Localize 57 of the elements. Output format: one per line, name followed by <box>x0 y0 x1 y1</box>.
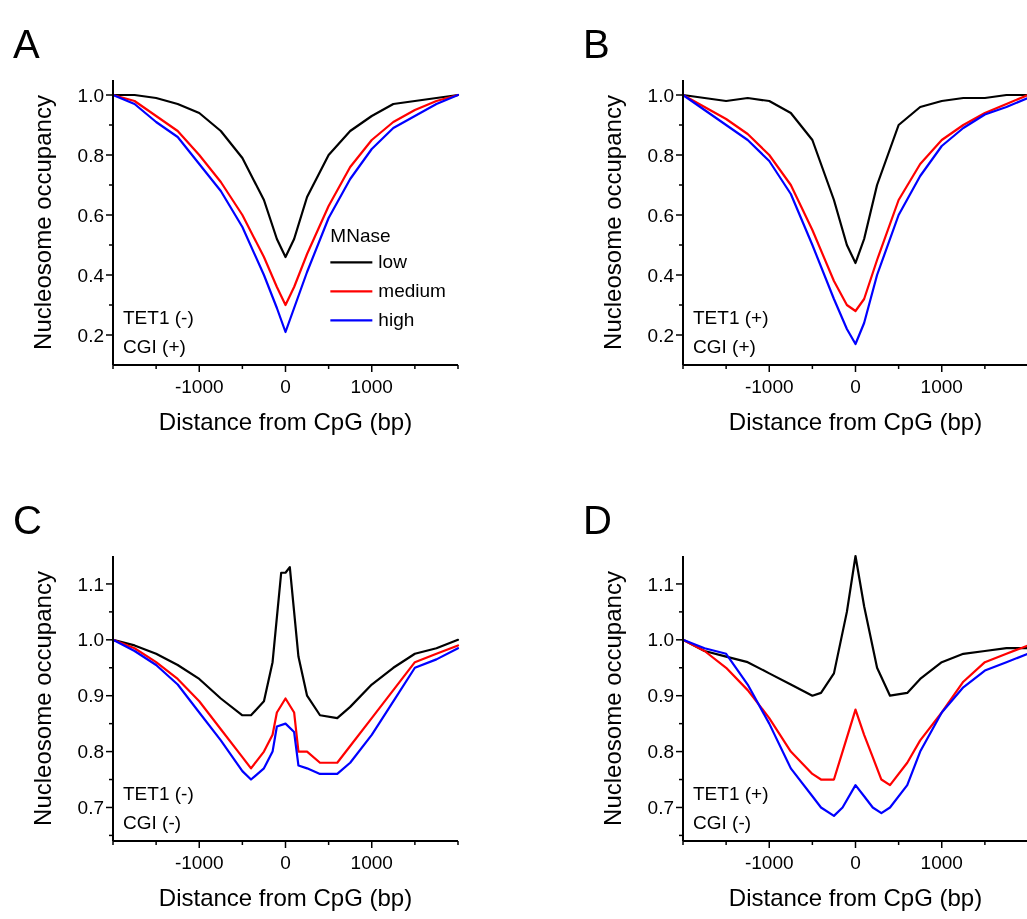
x-tick-label: 1000 <box>920 852 963 873</box>
annotation: TET1 (-) <box>123 307 194 328</box>
x-axis-title: Distance from CpG (bp) <box>158 408 413 435</box>
x-tick-label: 1000 <box>920 376 963 397</box>
legend-title: MNase <box>330 225 391 247</box>
x-tick-label: -1000 <box>174 852 224 873</box>
y-tick-label: 0.8 <box>647 741 674 763</box>
chart-title: C <box>13 498 42 542</box>
y-tick-label: 0.2 <box>647 324 674 346</box>
y-tick-label: 1.0 <box>647 629 674 651</box>
y-tick-label: 0.8 <box>647 144 674 166</box>
chart-title: B <box>583 22 610 66</box>
y-tick-label: 1.0 <box>77 84 104 106</box>
x-tick-label: -1000 <box>744 376 794 397</box>
annotation: CGI (-) <box>693 812 752 833</box>
annotation: TET1 (-) <box>123 783 194 804</box>
y-axis-title: Nucleosome occupancy <box>29 95 56 350</box>
y-tick-label: 0.8 <box>77 741 104 763</box>
y-tick-label: 1.1 <box>647 573 674 595</box>
annotation: CGI (+) <box>123 336 186 357</box>
y-tick-label: 1.1 <box>77 573 104 595</box>
x-tick-label: 1000 <box>350 376 393 397</box>
y-axis-title: Nucleosome occupancy <box>599 571 626 826</box>
x-tick-label: -1000 <box>744 852 794 873</box>
annotation: CGI (+) <box>693 336 756 357</box>
chart-title: D <box>583 498 612 542</box>
x-tick-label: -1000 <box>174 376 224 397</box>
y-tick-label: 0.7 <box>647 797 674 819</box>
x-axis-title: Distance from CpG (bp) <box>158 884 413 911</box>
legend-label: medium <box>378 280 446 302</box>
y-tick-label: 0.9 <box>77 685 104 707</box>
x-tick-label: 0 <box>280 376 291 397</box>
annotation: CGI (-) <box>123 812 182 833</box>
x-axis-title: Distance from CpG (bp) <box>728 884 983 911</box>
y-axis-title: Nucleosome occupancy <box>599 95 626 350</box>
legend-label: low <box>378 251 408 273</box>
y-tick-label: 0.2 <box>77 324 104 346</box>
y-tick-label: 0.7 <box>77 797 104 819</box>
y-tick-label: 0.4 <box>77 264 105 286</box>
x-tick-label: 0 <box>850 852 861 873</box>
x-tick-label: 0 <box>280 852 291 873</box>
annotation: TET1 (+) <box>693 307 769 328</box>
y-tick-label: 0.6 <box>647 204 674 226</box>
y-tick-label: 0.9 <box>647 685 674 707</box>
y-tick-label: 1.0 <box>77 629 104 651</box>
y-tick-label: 1.0 <box>647 84 674 106</box>
y-tick-label: 0.8 <box>77 144 104 166</box>
x-tick-label: 1000 <box>350 852 393 873</box>
x-axis-title: Distance from CpG (bp) <box>728 408 983 435</box>
y-tick-label: 0.4 <box>647 264 675 286</box>
x-tick-label: 0 <box>850 376 861 397</box>
annotation: TET1 (+) <box>693 783 769 804</box>
y-axis-title: Nucleosome occupancy <box>29 571 56 826</box>
line-series <box>681 638 1027 817</box>
chart-title: A <box>13 22 40 66</box>
legend-label: high <box>378 309 415 331</box>
y-tick-label: 0.6 <box>77 204 104 226</box>
